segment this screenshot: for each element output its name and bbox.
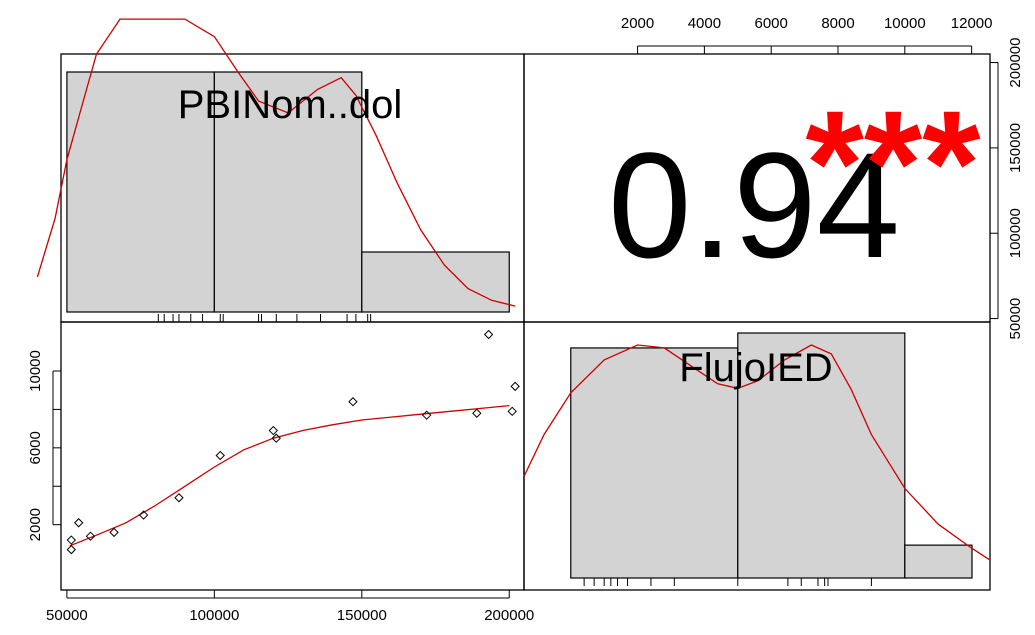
scatter-point — [73, 518, 84, 528]
flujo-histogram-bar — [737, 332, 906, 579]
pbi-histogram-bar — [66, 71, 215, 313]
flujo-histogram-bar — [570, 347, 739, 579]
scatter-point — [421, 410, 432, 420]
pbi-bottom-tick-label: 200000 — [484, 607, 534, 624]
flujo-left-tick-label: 2000 — [27, 508, 44, 541]
panel-bottom-left-frame — [60, 321, 525, 591]
flujo-top-tick-label: 8000 — [821, 15, 854, 32]
pbi-right-tick-label: 200000 — [1007, 38, 1024, 88]
pbi-right-tick-label: 50000 — [1007, 298, 1024, 340]
scatter-point — [472, 408, 482, 418]
pbi-bottom-tick-label: 50000 — [46, 607, 88, 624]
scatter-point — [215, 450, 225, 461]
pbi-bottom-tick-label: 150000 — [337, 607, 387, 624]
pbi-histogram-layer — [36, 18, 516, 322]
scatter-point — [85, 531, 96, 541]
flujo-left-tick-label: 6000 — [27, 431, 44, 464]
flujo-density-curve — [523, 344, 991, 561]
pbi-right-tick-label: 100000 — [1007, 208, 1024, 258]
variable-label-pbi: PBINom..dol — [178, 83, 403, 127]
correlation-value: 0.94 — [608, 121, 900, 289]
flujo-top-tick-label: 12000 — [951, 15, 993, 32]
scatter-point — [268, 425, 279, 436]
pbi-bottom-tick-label: 100000 — [189, 607, 239, 624]
axes-layer: 50000 100000 150000 200000 2000 4000 6000 8000 1… — [27, 15, 1024, 624]
flujo-top-tick-label: 4000 — [688, 15, 721, 32]
pbi-histogram-bar — [361, 251, 510, 313]
scatter-point — [174, 493, 184, 503]
scatter-layer — [66, 329, 520, 555]
pbi-density-curve — [36, 18, 516, 307]
scatter-smoother-line — [69, 404, 510, 547]
scatter-point — [271, 433, 281, 443]
pbi-histogram-bar — [213, 71, 363, 313]
flujo-histogram-bar — [904, 544, 973, 579]
flujo-histogram-layer — [523, 332, 991, 586]
scatter-point — [109, 527, 119, 538]
scatter-point — [348, 397, 358, 407]
pbi-right-tick-label: 150000 — [1007, 123, 1024, 173]
flujo-top-tick-label: 10000 — [884, 15, 926, 32]
scatter-point — [507, 406, 517, 417]
flujo-top-tick-label: 2000 — [621, 15, 654, 32]
scatter-point — [66, 535, 77, 545]
significance-stars: *** — [805, 79, 981, 247]
scatter-point — [66, 544, 77, 555]
panel-bottom-right-frame — [523, 321, 991, 591]
flujo-left-tick-label: 10000 — [27, 350, 44, 392]
scatter-point — [138, 510, 149, 520]
variable-label-flujo: FlujoIED — [679, 346, 832, 390]
flujo-top-tick-label: 6000 — [755, 15, 788, 32]
scatter-point — [483, 329, 494, 340]
scatter-point — [510, 381, 520, 392]
